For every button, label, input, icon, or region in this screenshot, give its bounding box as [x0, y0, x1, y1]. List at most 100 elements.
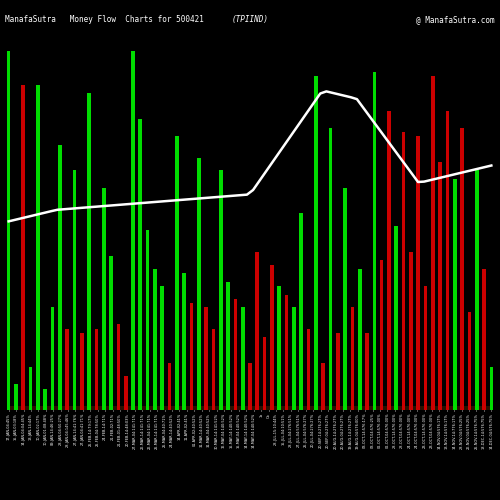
Bar — [343, 188, 347, 410]
Bar — [475, 170, 478, 410]
Bar — [186, 406, 190, 410]
Bar — [241, 308, 244, 410]
Bar — [442, 406, 446, 410]
Bar — [420, 406, 424, 410]
Bar — [194, 406, 197, 410]
Bar — [168, 363, 172, 410]
Bar — [113, 406, 116, 410]
Bar — [84, 406, 87, 410]
Bar — [380, 260, 384, 410]
Bar — [54, 406, 58, 410]
Bar — [190, 303, 194, 410]
Bar — [14, 384, 18, 410]
Bar — [350, 308, 354, 410]
Bar — [288, 406, 292, 410]
Bar — [142, 406, 146, 410]
Bar — [482, 269, 486, 410]
Bar — [490, 367, 493, 410]
Bar — [47, 406, 50, 410]
Bar — [94, 328, 98, 410]
Bar — [204, 308, 208, 410]
Bar — [369, 406, 372, 410]
Bar — [303, 406, 306, 410]
Bar — [102, 188, 106, 410]
Bar — [450, 406, 453, 410]
Bar — [135, 406, 138, 410]
Bar — [72, 170, 76, 410]
Bar — [197, 158, 200, 410]
Bar — [25, 406, 29, 410]
Bar — [358, 269, 362, 410]
Bar — [98, 406, 102, 410]
Bar — [292, 308, 296, 410]
Bar — [7, 50, 10, 410]
Bar — [153, 269, 157, 410]
Bar — [336, 333, 340, 410]
Bar — [69, 406, 72, 410]
Bar — [106, 406, 109, 410]
Bar — [219, 170, 222, 410]
Bar — [328, 128, 332, 410]
Bar — [394, 226, 398, 410]
Bar — [58, 145, 61, 410]
Bar — [237, 406, 241, 410]
Bar — [406, 406, 409, 410]
Bar — [120, 406, 124, 410]
Bar — [314, 76, 318, 410]
Bar — [200, 406, 204, 410]
Bar — [80, 333, 84, 410]
Bar — [244, 406, 248, 410]
Bar — [234, 299, 237, 410]
Bar — [263, 338, 266, 410]
Bar — [29, 367, 32, 410]
Bar — [10, 406, 14, 410]
Bar — [40, 406, 44, 410]
Bar — [372, 72, 376, 410]
Bar — [384, 406, 387, 410]
Bar — [365, 333, 369, 410]
Bar — [164, 406, 168, 410]
Bar — [146, 230, 150, 410]
Bar — [486, 406, 490, 410]
Bar — [362, 406, 365, 410]
Bar — [32, 406, 36, 410]
Bar — [44, 388, 47, 410]
Bar — [398, 406, 402, 410]
Bar — [460, 128, 464, 410]
Bar — [109, 256, 113, 410]
Bar — [402, 132, 406, 410]
Bar — [412, 406, 416, 410]
Bar — [354, 406, 358, 410]
Bar — [416, 136, 420, 410]
Bar — [222, 406, 226, 410]
Bar — [376, 406, 380, 410]
Bar — [124, 376, 128, 410]
Bar — [274, 406, 278, 410]
Text: @ ManafaSutra.com: @ ManafaSutra.com — [416, 15, 495, 24]
Bar — [300, 213, 303, 410]
Bar — [226, 282, 230, 410]
Bar — [322, 363, 325, 410]
Bar — [428, 406, 431, 410]
Bar — [453, 179, 456, 410]
Bar — [88, 94, 91, 410]
Bar — [178, 406, 182, 410]
Bar — [160, 286, 164, 410]
Bar — [175, 136, 178, 410]
Bar — [230, 406, 234, 410]
Bar — [332, 406, 336, 410]
Bar — [387, 110, 391, 410]
Bar — [66, 328, 69, 410]
Bar — [216, 406, 219, 410]
Bar — [391, 406, 394, 410]
Bar — [464, 406, 468, 410]
Bar — [208, 406, 212, 410]
Bar — [281, 406, 284, 410]
Bar — [318, 406, 322, 410]
Bar — [310, 406, 314, 410]
Bar — [157, 406, 160, 410]
Bar — [478, 406, 482, 410]
Bar — [256, 252, 259, 410]
Bar — [150, 406, 153, 410]
Bar — [18, 406, 22, 410]
